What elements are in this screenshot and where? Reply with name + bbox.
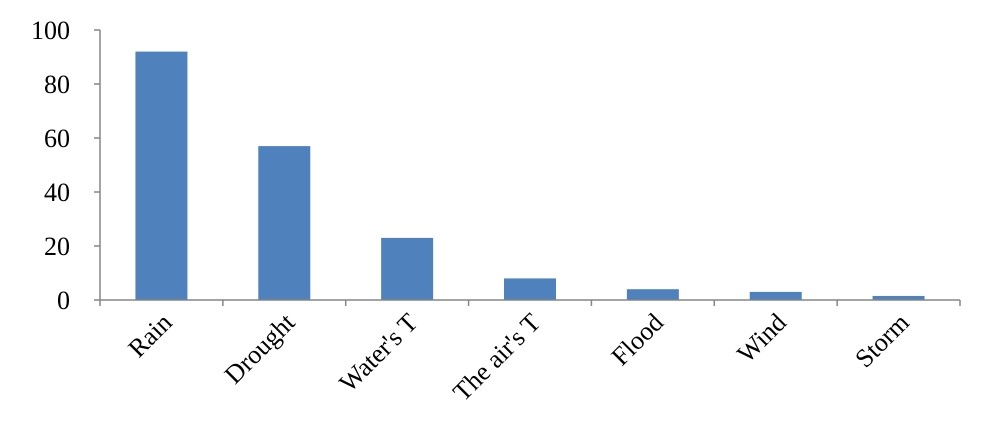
x-category-label: Rain <box>122 308 177 363</box>
x-category-label: Drought <box>219 307 301 389</box>
y-axis-ticks: 0 20 40 60 80 100 <box>31 16 100 315</box>
y-tick-label: 100 <box>31 16 70 45</box>
y-tick-label: 80 <box>44 70 70 99</box>
x-category-label: The air's T <box>447 308 546 407</box>
bar-water-s-t <box>381 237 434 300</box>
bar-storm <box>872 295 925 300</box>
y-tick-label: 20 <box>44 232 70 261</box>
bar-drought <box>258 146 311 300</box>
bars <box>135 51 925 300</box>
bar-rain <box>135 51 188 300</box>
y-tick-label: 0 <box>57 286 70 315</box>
x-axis-ticks <box>99 300 961 306</box>
bar-flood <box>626 289 679 300</box>
bar-wind <box>749 291 802 300</box>
x-category-label: Flood <box>606 308 669 371</box>
bar-the-air-s-t <box>504 278 556 300</box>
x-axis-labels: Rain Drought Water's T The air's T Flood Wind… <box>122 307 914 407</box>
y-tick-label: 40 <box>44 178 70 207</box>
y-tick-label: 60 <box>44 124 70 153</box>
x-category-label: Water's T <box>333 308 423 398</box>
x-category-label: Wind <box>731 308 792 369</box>
x-category-label: Storm <box>849 308 914 373</box>
